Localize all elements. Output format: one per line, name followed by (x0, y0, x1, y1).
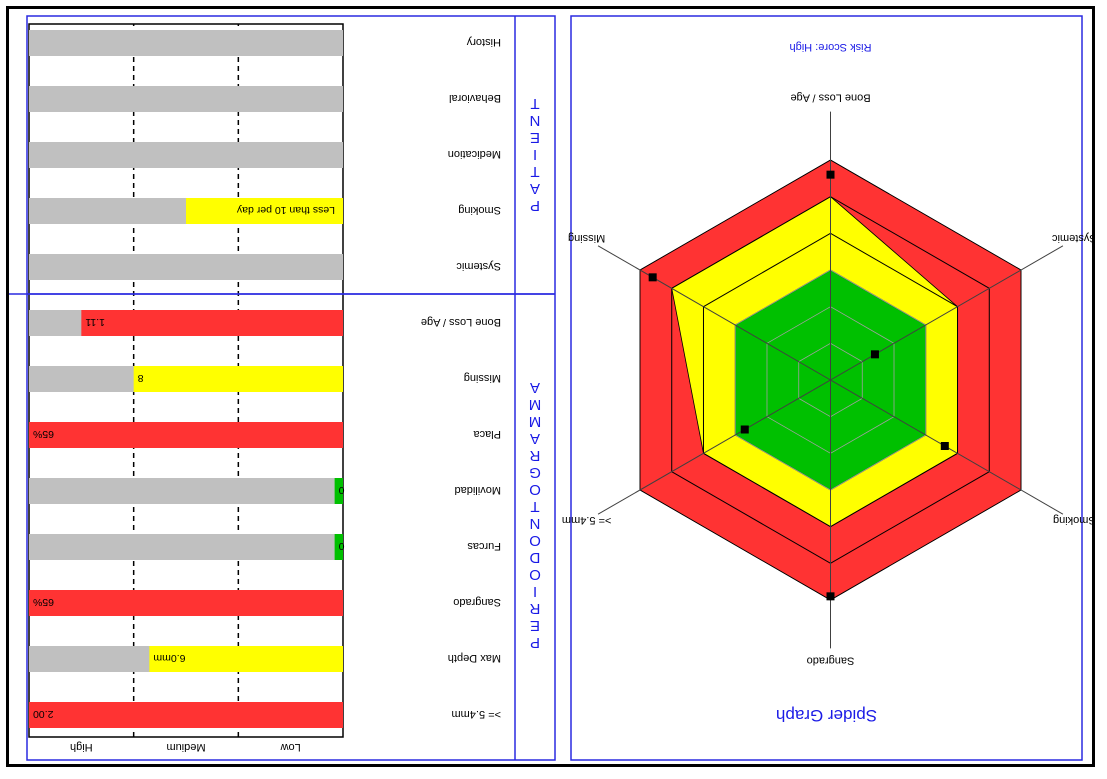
section-label-letter: I (533, 146, 537, 163)
bar-track (29, 478, 343, 504)
bar-category-label: Placa (473, 428, 501, 440)
bar-value-label: 0 (338, 540, 344, 552)
spider-graph-panel: Spider Graph Bone Loss / Age Missing >= 5.4… (562, 15, 1097, 761)
risk-score-label: Risk Score: High (790, 41, 872, 53)
bar-track (29, 254, 343, 280)
section-label-letter: N (530, 112, 541, 129)
bar-category-label: Bone Loss / Age (421, 316, 501, 328)
bar-furcas (334, 534, 343, 560)
spider-axis-label: Bone Loss / Age (790, 91, 870, 103)
bar-category-label: Movilidad (455, 484, 501, 496)
bar-movilidad (334, 478, 343, 504)
spider-axis-line (830, 245, 1064, 381)
patient-marker (940, 442, 949, 450)
bar-category-label: Medication (448, 148, 501, 160)
bar-category-label: Max Depth (448, 652, 501, 664)
section-label-letter: P (530, 634, 540, 651)
bar-category-label: Sangrado (453, 596, 501, 608)
bar-panel-border (26, 15, 556, 761)
bar-value-label: 8 (138, 372, 144, 384)
section-label-letter: O (529, 481, 541, 498)
section-label-letter: R (529, 447, 540, 464)
spider-axis-line (597, 379, 831, 515)
section-label-letter: M (529, 413, 542, 430)
section-label-letter: T (530, 163, 539, 180)
spider-panel-border (570, 15, 1083, 761)
section-label-letter: T (530, 498, 539, 515)
section-label-letter: E (530, 129, 540, 146)
bar-value-label: Less than 10 per day (236, 204, 335, 216)
section-label-letter: I (533, 583, 537, 600)
bar-value-label: 0 (338, 484, 344, 496)
section-label-letter: O (529, 566, 541, 583)
x-tick-high: High (70, 741, 93, 753)
bar-smoking (186, 198, 343, 224)
section-label-letter: G (529, 464, 541, 481)
section-label-letter: T (530, 95, 539, 112)
report-canvas: Low Medium High 2.00 >= 5.4mm 6.0mm Max Depth 6… (0, 15, 1097, 761)
patient-marker (870, 350, 879, 359)
bar-value-label: 1.11 (85, 316, 105, 328)
bar-bone-loss-age (81, 310, 343, 336)
spider-axis-label: Smoking (1053, 514, 1092, 526)
spider-axis-label: >= 5.4mm (562, 514, 612, 526)
rotated-content: Low Medium High 2.00 >= 5.4mm 6.0mm Max Depth 6… (0, 15, 1097, 761)
bar-category-label: Missing (464, 372, 501, 384)
bar-chart-panel: Low Medium High 2.00 >= 5.4mm 6.0mm Max Depth 6… (0, 15, 556, 761)
patient-marker (648, 273, 657, 282)
section-label-letter: A (530, 180, 540, 197)
section-label-letter: A (530, 379, 540, 396)
patient-marker (740, 425, 749, 434)
section-label-letter: A (530, 430, 540, 447)
section-label-letter: R (529, 600, 540, 617)
spider-axis-label: Sangrado (807, 655, 855, 667)
section-label-letter: N (530, 515, 541, 532)
patient-marker (826, 170, 835, 179)
section-label-letter: O (529, 532, 541, 549)
x-tick-low: Low (281, 741, 301, 753)
bar-max-depth (149, 646, 343, 672)
bar-category-label: History (466, 36, 501, 48)
spider-axis-label: Systemic (1052, 232, 1092, 244)
section-label-letter: P (530, 197, 540, 214)
bar--5-4mm (29, 702, 343, 728)
bar-value-label: 6.0mm (153, 652, 185, 664)
bar-track (29, 86, 343, 112)
spider-axis-line (597, 245, 831, 381)
bar-category-label: Furcas (467, 540, 501, 552)
bar-missing (133, 366, 343, 392)
patient-marker (826, 592, 835, 601)
bar-category-label: Smoking (458, 204, 501, 216)
bar-track (29, 142, 343, 168)
bar-category-label: Systemic (456, 260, 501, 272)
section-label-letter: E (530, 617, 540, 634)
bar-value-label: 65% (33, 428, 54, 440)
bar-category-label: Behavioral (449, 92, 501, 104)
spider-axis-label: Missing (568, 232, 605, 244)
bar-track (29, 30, 343, 56)
section-label-letter: D (529, 549, 540, 566)
spider-title: Spider Graph (776, 706, 877, 725)
bar-value-label: 65% (33, 596, 54, 608)
bar-sangrado (29, 590, 343, 616)
bar-value-label: 2.00 (33, 708, 54, 720)
section-label-letter: M (529, 396, 542, 413)
bar-placa (29, 422, 343, 448)
x-tick-medium: Medium (166, 741, 205, 753)
bar-track (29, 534, 343, 560)
bar-category-label: >= 5.4mm (451, 708, 501, 720)
report-frame: Low Medium High 2.00 >= 5.4mm 6.0mm Max Depth 6… (0, 6, 1097, 767)
